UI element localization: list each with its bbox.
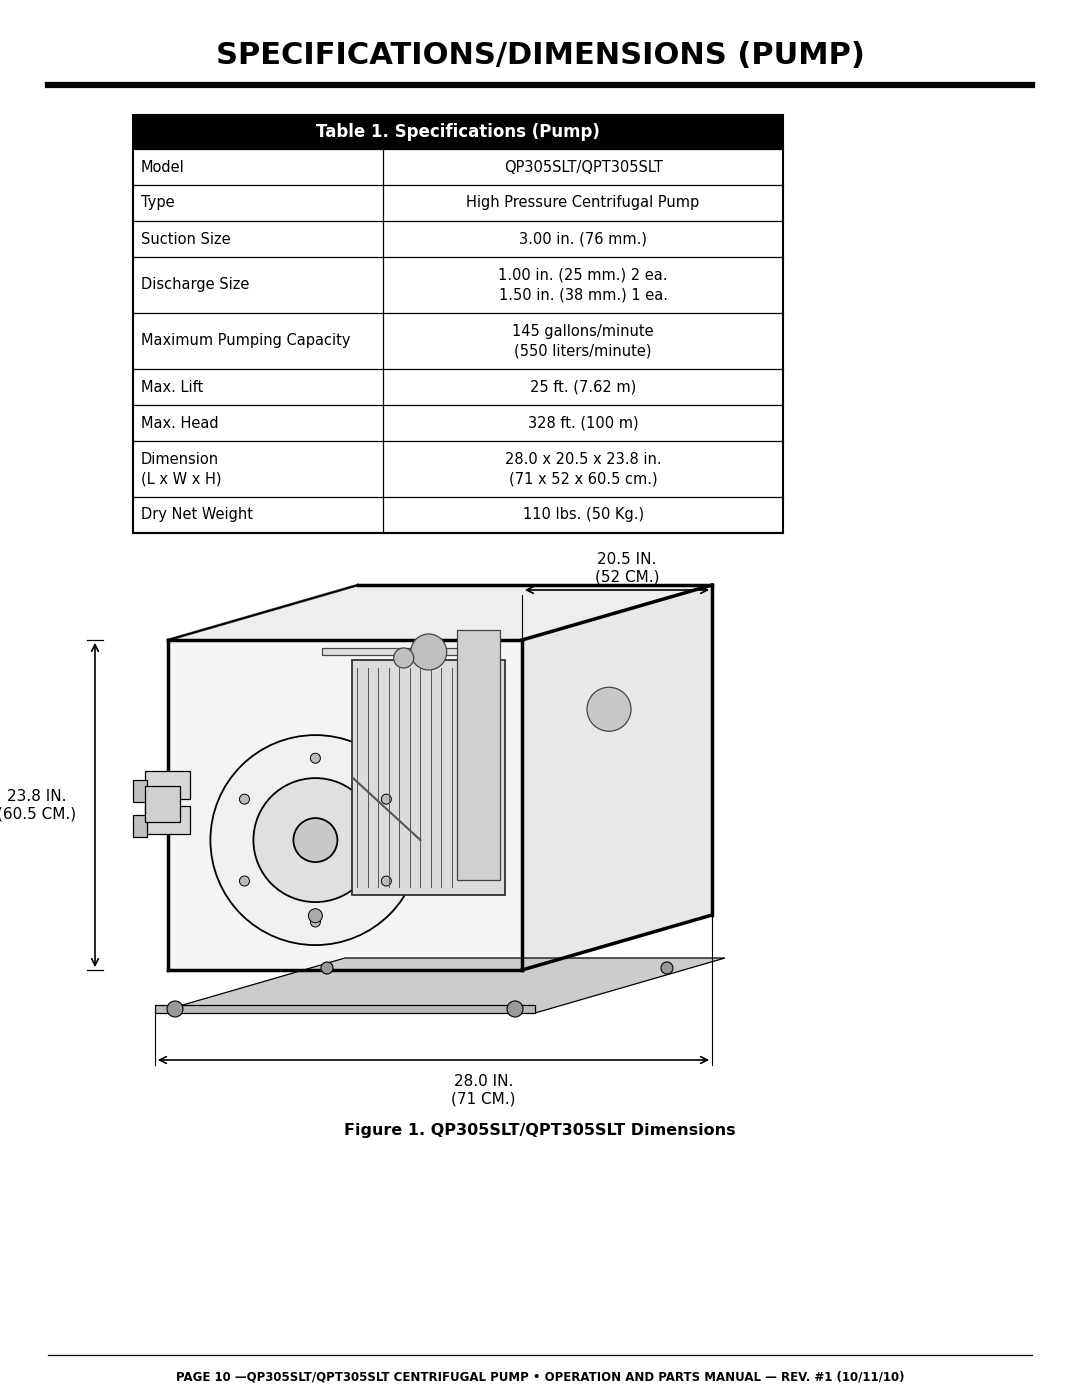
Text: Dry Net Weight: Dry Net Weight (141, 507, 253, 522)
Bar (133, 780, 147, 802)
Text: Maximum Pumping Capacity: Maximum Pumping Capacity (141, 334, 351, 348)
Polygon shape (168, 640, 522, 970)
Text: 28.0 IN.
(71 CM.): 28.0 IN. (71 CM.) (451, 1074, 516, 1106)
Bar (133, 115, 783, 534)
Bar (133, 115, 783, 149)
Bar (145, 806, 190, 834)
Polygon shape (156, 958, 725, 1013)
Text: 3.00 in. (76 mm.): 3.00 in. (76 mm.) (519, 232, 647, 246)
Bar (145, 771, 190, 799)
Circle shape (254, 778, 377, 902)
Polygon shape (168, 585, 712, 640)
Circle shape (394, 648, 414, 668)
Text: 145 gallons/minute
(550 liters/minute): 145 gallons/minute (550 liters/minute) (512, 324, 653, 359)
Circle shape (410, 634, 447, 671)
Circle shape (507, 1002, 523, 1017)
Bar (156, 1004, 535, 1013)
Text: Max. Head: Max. Head (141, 415, 218, 430)
Bar (323, 648, 485, 655)
Text: 1.00 in. (25 mm.) 2 ea.
1.50 in. (38 mm.) 1 ea.: 1.00 in. (25 mm.) 2 ea. 1.50 in. (38 mm.… (498, 268, 667, 302)
Text: 25 ft. (7.62 m): 25 ft. (7.62 m) (530, 380, 636, 394)
Text: High Pressure Centrifugal Pump: High Pressure Centrifugal Pump (467, 196, 700, 211)
Bar (133, 814, 147, 837)
Circle shape (309, 908, 323, 922)
Bar (457, 630, 500, 880)
Circle shape (294, 819, 337, 862)
Circle shape (240, 876, 249, 886)
Text: 328 ft. (100 m): 328 ft. (100 m) (528, 415, 638, 430)
Text: Max. Lift: Max. Lift (141, 380, 203, 394)
Polygon shape (522, 585, 712, 970)
Text: Type: Type (141, 196, 175, 211)
Text: Table 1. Specifications (Pump): Table 1. Specifications (Pump) (316, 123, 599, 141)
Text: 20.5 IN.
(52 CM.): 20.5 IN. (52 CM.) (595, 552, 659, 584)
Circle shape (240, 793, 249, 805)
Text: SPECIFICATIONS/DIMENSIONS (PUMP): SPECIFICATIONS/DIMENSIONS (PUMP) (216, 41, 864, 70)
Circle shape (661, 963, 673, 974)
Bar (352, 659, 505, 895)
Circle shape (211, 735, 420, 946)
Text: 28.0 x 20.5 x 23.8 in.
(71 x 52 x 60.5 cm.): 28.0 x 20.5 x 23.8 in. (71 x 52 x 60.5 c… (504, 451, 661, 486)
Text: QP305SLT/QPT305SLT: QP305SLT/QPT305SLT (503, 159, 662, 175)
Text: Figure 1. QP305SLT/QPT305SLT Dimensions: Figure 1. QP305SLT/QPT305SLT Dimensions (345, 1123, 735, 1137)
Circle shape (381, 793, 391, 805)
Circle shape (167, 1002, 183, 1017)
Text: PAGE 10 —QP305SLT/QPT305SLT CENTRIFUGAL PUMP • OPERATION AND PARTS MANUAL — REV.: PAGE 10 —QP305SLT/QPT305SLT CENTRIFUGAL … (176, 1370, 904, 1383)
Text: Dimension
(L x W x H): Dimension (L x W x H) (141, 451, 221, 486)
Text: 23.8 IN.
(60.5 CM.): 23.8 IN. (60.5 CM.) (0, 789, 77, 821)
Circle shape (588, 687, 631, 731)
Text: Discharge Size: Discharge Size (141, 278, 249, 292)
Text: 110 lbs. (50 Kg.): 110 lbs. (50 Kg.) (523, 507, 644, 522)
Text: Model: Model (141, 159, 185, 175)
Circle shape (321, 963, 333, 974)
Text: Suction Size: Suction Size (141, 232, 231, 246)
Circle shape (310, 753, 321, 763)
Bar (145, 787, 180, 821)
Circle shape (310, 916, 321, 928)
Circle shape (381, 876, 391, 886)
